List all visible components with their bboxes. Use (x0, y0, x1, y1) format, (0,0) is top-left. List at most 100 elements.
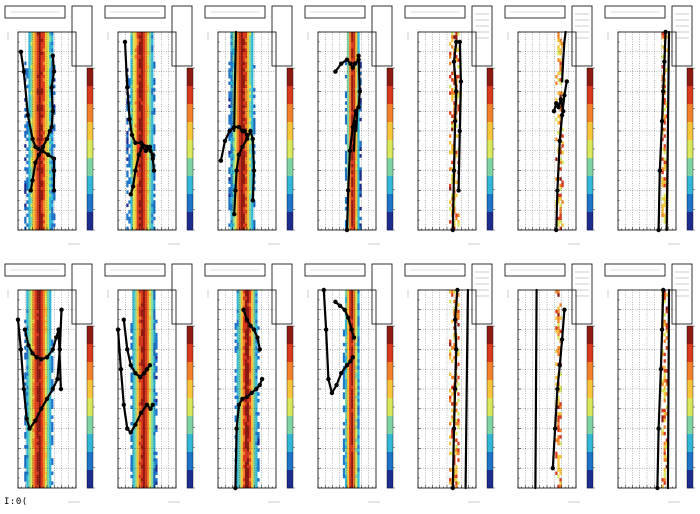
heatmap-cell (26, 213, 29, 217)
heatmap-cell (38, 365, 41, 370)
colorbar-segment (387, 185, 393, 195)
heatmap-cell (140, 154, 144, 158)
heatmap-cell (140, 293, 144, 297)
heatmap-cell (42, 478, 46, 482)
heatmap-cell (132, 193, 135, 198)
heatmap-cell (561, 160, 564, 165)
heatmap-cell (351, 51, 354, 56)
heatmap-cell (44, 464, 48, 469)
heatmap-cell (247, 124, 250, 128)
heatmap-cell (130, 435, 133, 439)
heatmap-cell (34, 481, 37, 485)
heatmap-cell (234, 117, 237, 122)
heatmap-cell (49, 471, 52, 475)
heatmap-cell (357, 200, 360, 204)
heatmap-cell (149, 197, 152, 201)
heatmap-cell (249, 84, 252, 89)
heatmap-cell (47, 157, 50, 161)
heatmap-cell (30, 375, 33, 380)
heatmap-cell (349, 200, 352, 204)
heatmap-cell (28, 38, 31, 43)
heatmap-cell (28, 107, 31, 112)
heatmap-cell (355, 173, 358, 178)
heatmap-cell (149, 91, 152, 95)
heatmap-cell (28, 392, 31, 396)
heatmap-cell (244, 147, 248, 151)
heatmap-cell (51, 150, 54, 155)
heatmap-cell (353, 41, 356, 46)
heatmap-cell (140, 38, 144, 43)
heatmap-cell (32, 448, 35, 452)
heatmap-cell (236, 32, 239, 36)
heatmap-cell (132, 342, 135, 347)
heatmap-cell (30, 293, 33, 297)
heatmap-cell (44, 35, 48, 39)
colorbar-segment (87, 77, 93, 87)
heatmap-cell (663, 147, 666, 151)
heatmap-cell (30, 438, 33, 442)
heatmap-cell (247, 78, 250, 82)
heatmap-cell (144, 193, 148, 198)
heatmap-cell (134, 127, 137, 132)
heatmap-cell (38, 415, 41, 419)
heatmap-cell (136, 362, 139, 367)
heatmap-cell (244, 203, 248, 208)
heatmap-cell (47, 216, 50, 221)
heatmap-cell (138, 216, 141, 221)
heatmap-cell (42, 349, 46, 353)
heatmap-cell (38, 471, 41, 475)
heatmap-cell (38, 65, 41, 69)
heatmap-cell (42, 124, 46, 128)
heatmap-cell (136, 68, 139, 72)
heatmap-cell (42, 154, 46, 158)
heatmap-cell (251, 38, 254, 43)
heatmap-cell (661, 137, 664, 142)
heatmap-cell (42, 296, 46, 301)
heatmap-cell (32, 323, 35, 327)
colorbar-segment (187, 95, 193, 105)
heatmap-cell (351, 55, 354, 59)
heatmap-cell (36, 61, 39, 66)
heatmap-cell (153, 173, 156, 178)
heatmap-cell (49, 190, 52, 194)
heatmap-cell (34, 216, 37, 221)
heatmap-cell (49, 415, 52, 419)
data-point-marker (144, 144, 150, 150)
colorbar-segment (187, 131, 193, 141)
heatmap-cell (353, 173, 356, 178)
heatmap-cell (253, 144, 256, 148)
heatmap-cell (238, 144, 241, 148)
heatmap-cell (47, 481, 50, 485)
data-point-marker (133, 168, 138, 173)
colorbar-segment (287, 122, 293, 132)
heatmap-cell (144, 216, 148, 221)
heatmap-cell (355, 200, 358, 204)
heatmap-cell (140, 193, 144, 198)
heatmap-cell (234, 131, 237, 135)
heatmap-cell (49, 336, 52, 340)
heatmap-cell (36, 418, 39, 423)
heatmap-cell (559, 203, 562, 208)
heatmap-cell (42, 392, 46, 396)
heatmap-cell (136, 392, 139, 396)
heatmap-cell (47, 309, 50, 314)
heatmap-cell (144, 32, 148, 36)
heatmap-cell (230, 134, 233, 138)
heatmap-cell (357, 140, 360, 145)
heatmap-cell (49, 342, 52, 347)
heatmap-cell (47, 71, 50, 76)
heatmap-cell (151, 223, 154, 227)
heatmap-cell (51, 435, 54, 439)
heatmap-cell (128, 160, 131, 165)
heatmap-cell (242, 71, 246, 76)
heatmap-cell (449, 84, 452, 89)
heatmap-cell (144, 55, 148, 59)
heatmap-cell (51, 140, 54, 145)
heatmap-cell (44, 226, 48, 231)
heatmap-cell (36, 408, 39, 413)
heatmap-cell (134, 107, 137, 112)
colorbar-segment (187, 221, 193, 231)
heatmap-cell (151, 220, 154, 224)
heatmap-cell (36, 32, 39, 36)
heatmap-cell (36, 193, 39, 198)
